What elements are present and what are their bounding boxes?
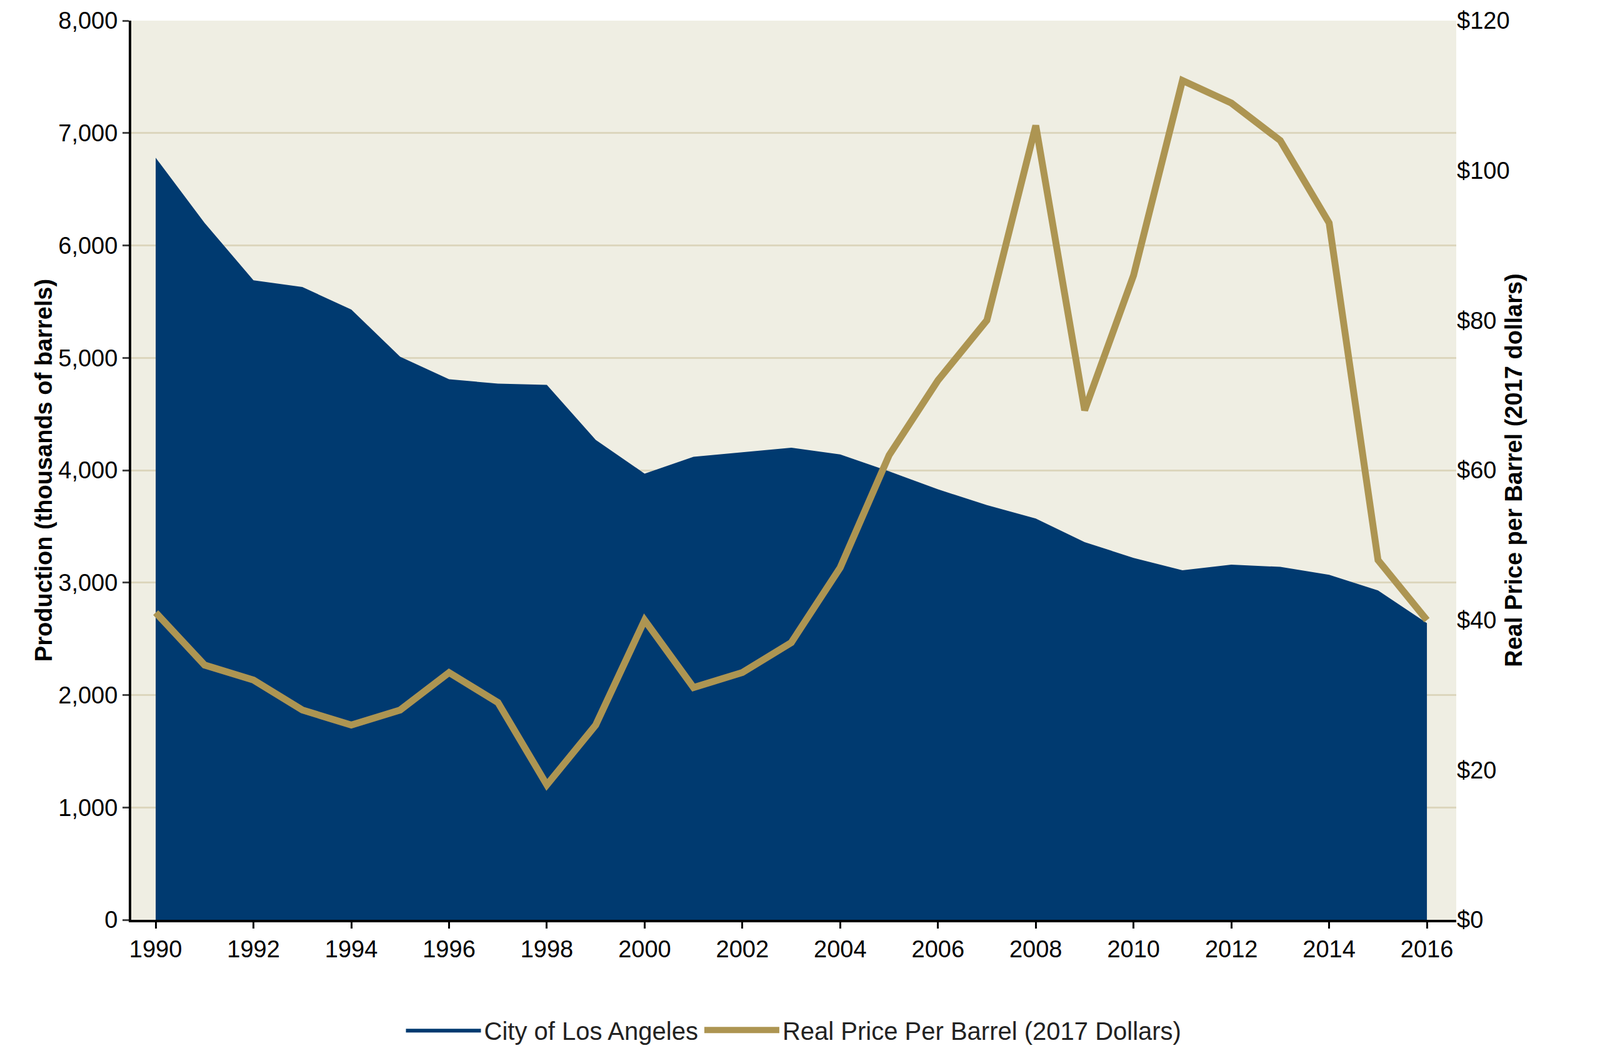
svg-text:1998: 1998: [520, 935, 574, 962]
svg-text:2002: 2002: [716, 935, 770, 962]
svg-text:$60: $60: [1456, 456, 1497, 484]
svg-text:2008: 2008: [1009, 935, 1063, 962]
svg-text:$120: $120: [1456, 7, 1510, 34]
svg-text:3,000: 3,000: [58, 569, 118, 596]
svg-text:Real Price per Barrel (2017 do: Real Price per Barrel (2017 dollars): [1500, 273, 1527, 667]
svg-text:Real Price Per Barrel (2017 Do: Real Price Per Barrel (2017 Dollars): [782, 1016, 1182, 1045]
svg-text:6,000: 6,000: [58, 232, 118, 259]
svg-text:$80: $80: [1456, 307, 1497, 334]
svg-text:1990: 1990: [129, 935, 183, 962]
svg-text:$20: $20: [1456, 756, 1497, 784]
svg-text:4,000: 4,000: [58, 456, 118, 484]
svg-text:1996: 1996: [422, 935, 476, 962]
svg-text:5,000: 5,000: [58, 345, 118, 372]
svg-text:$40: $40: [1456, 606, 1497, 634]
svg-text:2010: 2010: [1106, 935, 1160, 962]
svg-text:2000: 2000: [618, 935, 672, 962]
svg-text:2004: 2004: [813, 935, 867, 962]
svg-text:7,000: 7,000: [58, 120, 118, 147]
svg-text:Production (thousands of barre: Production (thousands of barrels): [30, 278, 57, 662]
svg-text:1,000: 1,000: [58, 794, 118, 821]
svg-text:2016: 2016: [1400, 935, 1454, 962]
svg-text:1994: 1994: [325, 935, 379, 962]
svg-text:2,000: 2,000: [58, 681, 118, 709]
svg-text:0: 0: [104, 906, 118, 933]
svg-text:8,000: 8,000: [58, 7, 118, 34]
svg-text:City of Los Angeles: City of Los Angeles: [484, 1016, 699, 1045]
svg-text:2012: 2012: [1205, 935, 1259, 962]
svg-text:2006: 2006: [911, 935, 965, 962]
svg-text:2014: 2014: [1302, 935, 1356, 962]
svg-text:$100: $100: [1456, 157, 1510, 184]
svg-text:1992: 1992: [226, 935, 280, 962]
svg-text:$0: $0: [1456, 906, 1484, 933]
